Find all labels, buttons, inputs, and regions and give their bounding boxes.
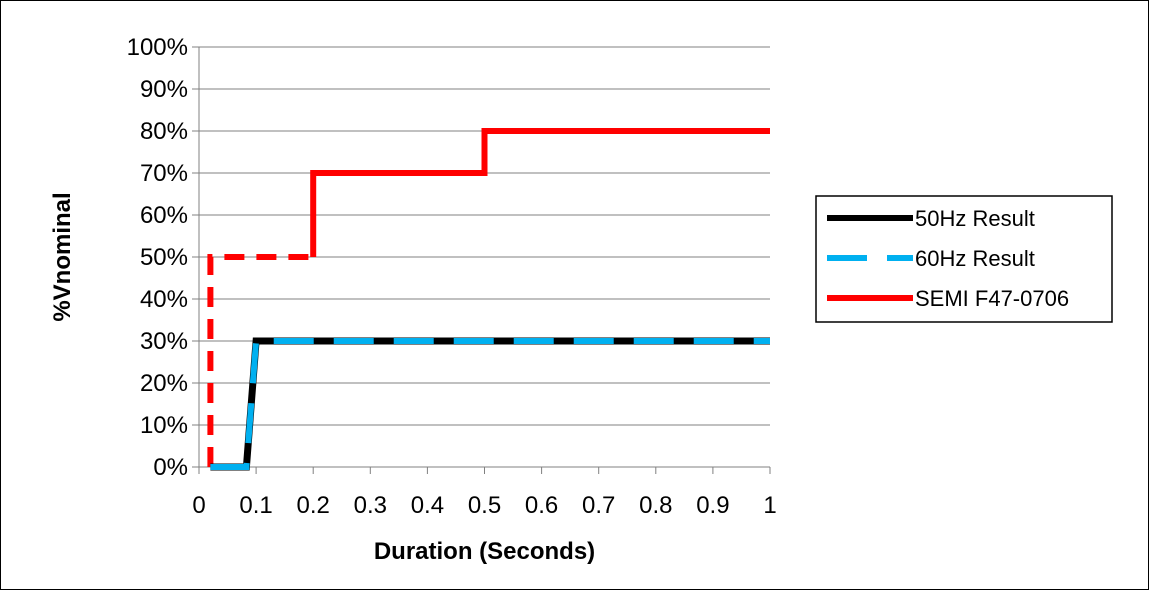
x-tick-label: 0.5 [468,492,501,519]
y-tick-label: 0% [153,454,188,481]
x-tick-label: 0.6 [525,492,558,519]
y-tick-labels: 0% 10% 20% 30% 40% 50% 60% 70% 80% 90% 100% [127,34,188,481]
y-tick-label: 90% [140,76,188,103]
y-tick-label: 10% [140,412,188,439]
series-60hz-result-line [210,338,770,470]
legend: 50Hz Result 60Hz Result SEMI F47-0706 [815,195,1113,323]
x-tick-label: 0.9 [696,492,729,519]
x-tick-label: 0.7 [582,492,615,519]
axes [192,46,771,474]
y-tick-label: 50% [140,244,188,271]
x-tick-label: 0 [192,492,205,519]
x-tick-label: 1 [763,492,776,519]
x-tick-label: 0.2 [297,492,330,519]
series-semi-f47-0706-line [310,128,770,257]
y-axis-title: %Vnominal [49,192,76,321]
series-lines [207,128,770,471]
series-50hz-result-line [210,337,770,471]
x-tick-label: 0.8 [639,492,672,519]
gridlines [199,46,770,426]
y-tick-label: 60% [140,202,188,229]
legend-label-60hz-result: 60Hz Result [915,246,1035,271]
x-tick-label: 0.3 [354,492,387,519]
y-tick-label: 100% [127,34,188,61]
legend-label-semi-f47-0706: SEMI F47-0706 [915,286,1069,311]
x-tick-labels: 0 0.1 0.2 0.3 0.4 0.5 0.6 0.7 0.8 0.9 1 [192,492,776,519]
y-tick-label: 30% [140,328,188,355]
legend-label-50hz-result: 50Hz Result [915,206,1035,231]
y-tick-label: 70% [140,160,188,187]
x-tick-label: 0.4 [411,492,444,519]
y-tick-label: 40% [140,286,188,313]
x-axis-title: Duration (Seconds) [374,538,595,565]
y-tick-label: 20% [140,370,188,397]
series-semi-f47-0706-line [207,254,314,467]
y-tick-label: 80% [140,118,188,145]
x-tick-label: 0.1 [239,492,272,519]
